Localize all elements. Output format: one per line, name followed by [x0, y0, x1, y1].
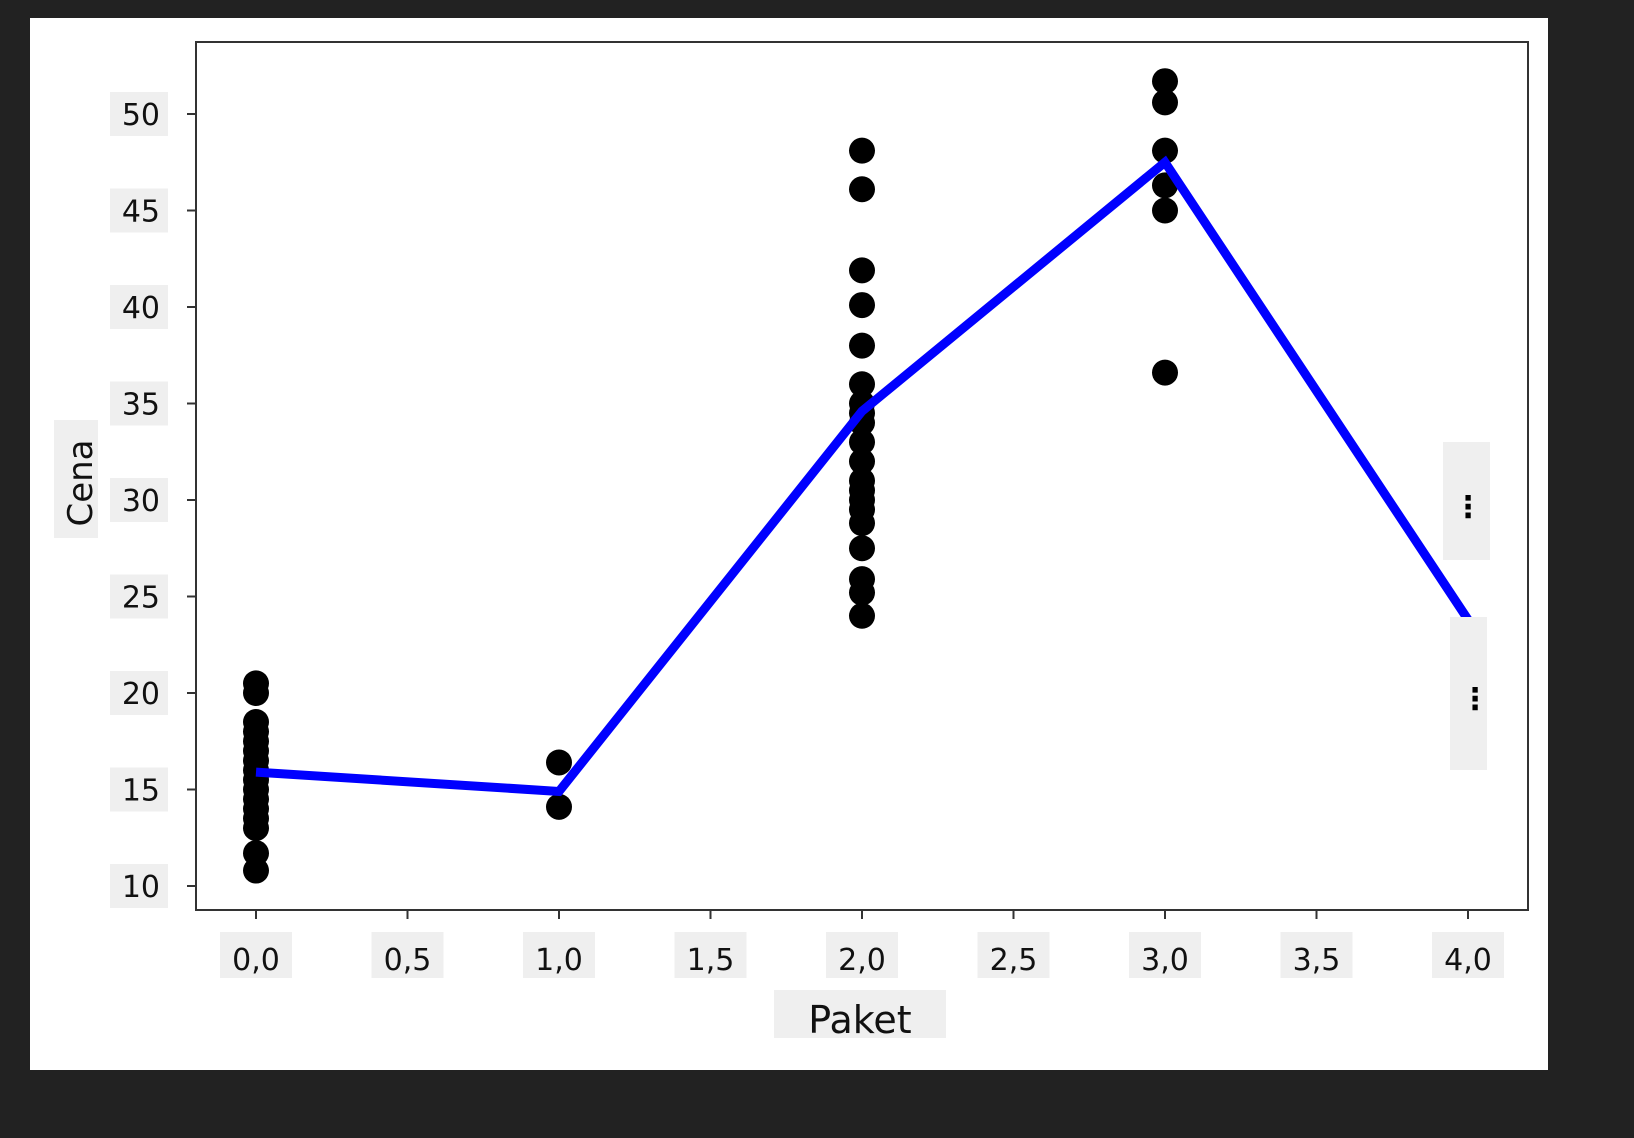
data-point — [243, 840, 269, 867]
y-tick-label: 45 — [122, 195, 160, 230]
data-point — [849, 566, 875, 593]
x-tick-label-bg — [1129, 932, 1201, 978]
x-axis-label: Paket — [808, 998, 911, 1042]
x-tick-label-bg — [826, 932, 898, 978]
data-point — [849, 448, 875, 475]
y-tick-label-bg — [110, 381, 168, 426]
x-tick-label: 1,5 — [687, 943, 735, 978]
data-point — [849, 602, 875, 629]
y-tick-label-bg — [110, 188, 168, 233]
y-tick-label: 20 — [122, 677, 160, 712]
y-tick-label-bg — [110, 864, 168, 908]
y-tick-label: 10 — [122, 870, 160, 905]
y-tick-label: 50 — [122, 98, 160, 133]
data-point — [1152, 197, 1178, 224]
data-point — [1152, 137, 1178, 164]
x-tick-label-bg — [977, 932, 1050, 978]
data-point — [849, 371, 875, 398]
data-point — [546, 793, 572, 820]
x-tick-label-bg — [1432, 932, 1504, 978]
x-tick-label: 2,0 — [838, 943, 886, 978]
y-axis-label: Cena — [61, 439, 101, 526]
x-tick-label-bg — [371, 932, 444, 978]
x-tick-label: 2,5 — [990, 943, 1038, 978]
series-line — [255, 155, 1472, 797]
data-point — [243, 670, 269, 697]
y-tick-label-bg — [110, 478, 168, 522]
x-tick-label: 4,0 — [1444, 943, 1492, 978]
y-tick-label-bg — [110, 671, 168, 715]
data-point — [849, 467, 875, 494]
y-tick-label: 35 — [122, 388, 160, 423]
x-tick-label: 3,0 — [1141, 943, 1189, 978]
data-point — [849, 137, 875, 164]
x-tick-label: 0,0 — [232, 943, 280, 978]
annotation-patch — [1443, 442, 1490, 560]
x-tick-label-bg — [523, 932, 595, 978]
y-tick-label: 40 — [122, 291, 160, 326]
ellipsis-annotation: ⋮ — [1460, 682, 1490, 717]
data-point — [849, 176, 875, 203]
x-tick-label-bg — [674, 932, 747, 978]
data-point — [849, 332, 875, 359]
data-point — [243, 708, 269, 735]
data-point — [849, 292, 875, 319]
x-tick-label: 0,5 — [384, 943, 432, 978]
x-axis-label-bg — [774, 990, 946, 1038]
y-tick-label: 15 — [122, 774, 160, 809]
x-tick-label: 1,0 — [535, 943, 583, 978]
y-tick-label: 30 — [122, 484, 160, 519]
x-tick-label: 3,5 — [1293, 943, 1341, 978]
data-point — [1152, 68, 1178, 95]
y-tick-label-bg — [110, 92, 168, 136]
data-point — [849, 257, 875, 284]
data-point — [1152, 359, 1178, 386]
y-tick-label-bg — [110, 285, 168, 329]
data-point — [849, 429, 875, 456]
data-point — [1152, 89, 1178, 116]
y-tick-label: 25 — [122, 581, 160, 616]
data-point — [849, 535, 875, 562]
y-tick-label-bg — [110, 767, 168, 812]
x-tick-label-bg — [1280, 932, 1353, 978]
annotation-patch — [1450, 617, 1487, 770]
y-tick-label-bg — [110, 574, 168, 619]
y-axis-label-bg — [54, 420, 98, 538]
x-tick-label-bg — [220, 932, 292, 978]
ellipsis-annotation: ⋮ — [1453, 490, 1483, 525]
data-point — [546, 749, 572, 776]
